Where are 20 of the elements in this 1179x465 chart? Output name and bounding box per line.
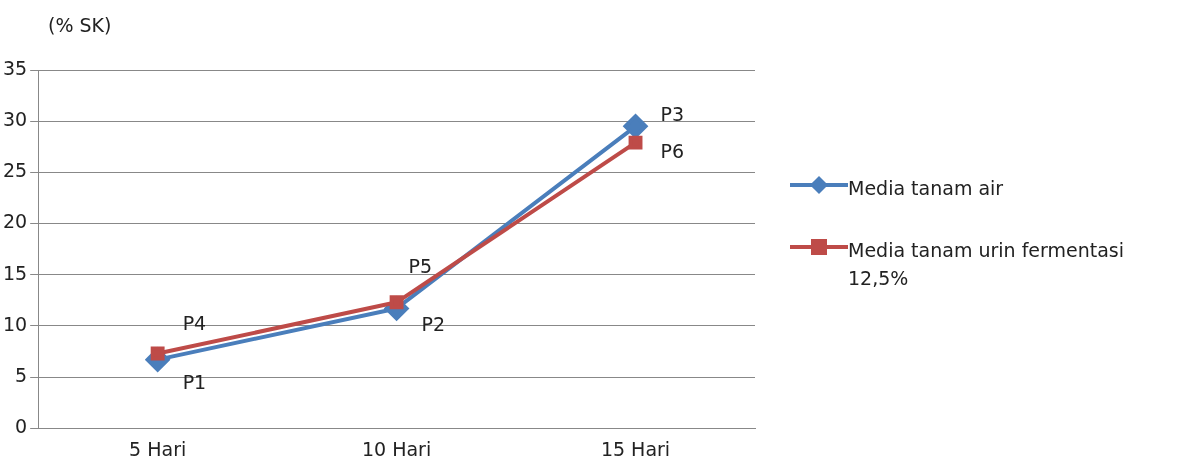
y-tick-label: 20	[2, 210, 28, 233]
annotation: P6	[660, 139, 685, 162]
legend-label: Media tanam air	[848, 175, 1005, 201]
y-tick-label: 35	[2, 56, 28, 79]
annotation: P2	[421, 313, 446, 336]
y-tick-label: 30	[2, 108, 28, 131]
y-tick-label: 0	[15, 415, 28, 438]
annotation: P5	[408, 255, 433, 278]
annotation: P4	[182, 312, 207, 335]
legend-label: Media tanam urin fermentasi 12,5%	[848, 237, 1125, 291]
annotation: P1	[182, 370, 207, 393]
x-tick-label: 5 Hari	[129, 437, 187, 460]
annotation: P3	[660, 103, 685, 126]
y-tick-label: 5	[15, 363, 28, 386]
x-tick-label: 10 Hari	[361, 437, 432, 460]
y-tick-label: 15	[2, 261, 28, 284]
y-tick-label: 25	[2, 159, 28, 182]
y-axis-title: (% SK)	[48, 14, 112, 36]
y-tick-label: 10	[2, 312, 28, 335]
x-tick-label: 15 Hari	[600, 437, 671, 460]
